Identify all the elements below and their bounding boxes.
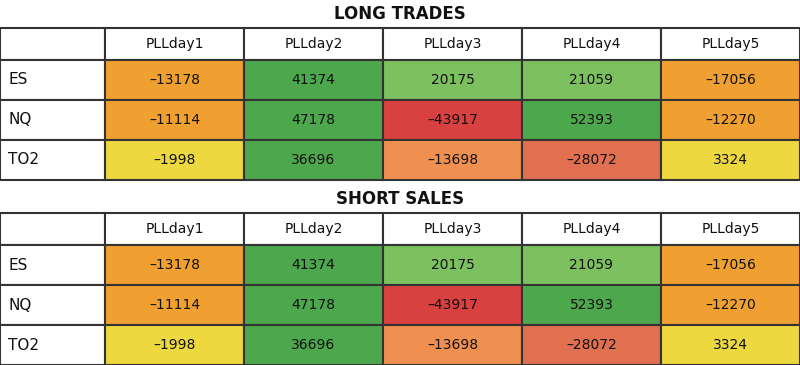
Bar xyxy=(105,245,244,285)
Bar xyxy=(0,285,105,325)
Bar xyxy=(105,28,244,60)
Text: TO2: TO2 xyxy=(8,153,39,168)
Text: 21059: 21059 xyxy=(570,258,614,272)
Text: PLLday1: PLLday1 xyxy=(146,37,204,51)
Bar xyxy=(0,100,105,140)
Text: PLLday4: PLLday4 xyxy=(562,222,621,236)
Bar xyxy=(522,140,661,180)
Bar xyxy=(105,140,244,180)
Text: 41374: 41374 xyxy=(291,258,335,272)
Bar xyxy=(661,325,800,365)
Text: PLLday2: PLLday2 xyxy=(284,37,342,51)
Text: 3324: 3324 xyxy=(713,153,748,167)
Bar xyxy=(105,285,244,325)
Bar xyxy=(522,325,661,365)
Bar xyxy=(0,325,105,365)
Bar xyxy=(661,245,800,285)
Text: –28072: –28072 xyxy=(566,338,617,352)
Text: TO2: TO2 xyxy=(8,338,39,353)
Bar xyxy=(0,213,105,245)
Text: –17056: –17056 xyxy=(705,258,756,272)
Text: 21059: 21059 xyxy=(570,73,614,87)
Bar xyxy=(383,28,522,60)
Bar xyxy=(244,213,383,245)
Bar xyxy=(383,245,522,285)
Bar xyxy=(383,60,522,100)
Text: PLLday4: PLLday4 xyxy=(562,37,621,51)
Text: ES: ES xyxy=(8,73,27,88)
Text: –13698: –13698 xyxy=(427,153,478,167)
Text: –43917: –43917 xyxy=(427,298,478,312)
Text: –13178: –13178 xyxy=(149,258,200,272)
Text: 47178: 47178 xyxy=(291,113,335,127)
Bar xyxy=(244,140,383,180)
Text: 52393: 52393 xyxy=(570,113,614,127)
Text: –11114: –11114 xyxy=(149,298,200,312)
Text: –13178: –13178 xyxy=(149,73,200,87)
Bar xyxy=(522,285,661,325)
Bar xyxy=(522,100,661,140)
Bar xyxy=(0,60,105,100)
Bar xyxy=(661,28,800,60)
Bar xyxy=(522,28,661,60)
Text: NQ: NQ xyxy=(8,112,31,127)
Bar xyxy=(383,140,522,180)
Text: –13698: –13698 xyxy=(427,338,478,352)
Bar xyxy=(244,28,383,60)
Bar xyxy=(383,325,522,365)
Bar xyxy=(522,60,661,100)
Bar xyxy=(0,140,105,180)
Text: –17056: –17056 xyxy=(705,73,756,87)
Bar xyxy=(244,60,383,100)
Text: 20175: 20175 xyxy=(430,258,474,272)
Text: ES: ES xyxy=(8,257,27,273)
Bar xyxy=(105,100,244,140)
Bar xyxy=(383,285,522,325)
Bar xyxy=(0,245,105,285)
Bar xyxy=(105,325,244,365)
Bar xyxy=(244,325,383,365)
Bar xyxy=(661,100,800,140)
Text: 52393: 52393 xyxy=(570,298,614,312)
Bar xyxy=(244,100,383,140)
Text: 36696: 36696 xyxy=(291,338,336,352)
Text: 41374: 41374 xyxy=(291,73,335,87)
Bar xyxy=(522,245,661,285)
Bar xyxy=(0,28,105,60)
Bar xyxy=(244,285,383,325)
Bar xyxy=(522,213,661,245)
Bar xyxy=(105,60,244,100)
Bar xyxy=(105,213,244,245)
Text: PLLday2: PLLday2 xyxy=(284,222,342,236)
Text: PLLday5: PLLday5 xyxy=(702,222,760,236)
Text: PLLday1: PLLday1 xyxy=(146,222,204,236)
Bar xyxy=(661,213,800,245)
Text: –1998: –1998 xyxy=(154,153,196,167)
Bar xyxy=(383,100,522,140)
Text: 47178: 47178 xyxy=(291,298,335,312)
Bar xyxy=(383,213,522,245)
Bar xyxy=(661,60,800,100)
Text: 3324: 3324 xyxy=(713,338,748,352)
Text: –28072: –28072 xyxy=(566,153,617,167)
Text: PLLday3: PLLday3 xyxy=(423,37,482,51)
Text: PLLday5: PLLday5 xyxy=(702,37,760,51)
Text: 20175: 20175 xyxy=(430,73,474,87)
Text: –12270: –12270 xyxy=(705,113,756,127)
Text: NQ: NQ xyxy=(8,297,31,312)
Text: –11114: –11114 xyxy=(149,113,200,127)
Bar xyxy=(661,140,800,180)
Text: –12270: –12270 xyxy=(705,298,756,312)
Text: PLLday3: PLLday3 xyxy=(423,222,482,236)
Bar xyxy=(661,285,800,325)
Text: LONG TRADES: LONG TRADES xyxy=(334,5,466,23)
Text: –43917: –43917 xyxy=(427,113,478,127)
Text: SHORT SALES: SHORT SALES xyxy=(336,190,464,208)
Bar xyxy=(244,245,383,285)
Text: 36696: 36696 xyxy=(291,153,336,167)
Text: –1998: –1998 xyxy=(154,338,196,352)
